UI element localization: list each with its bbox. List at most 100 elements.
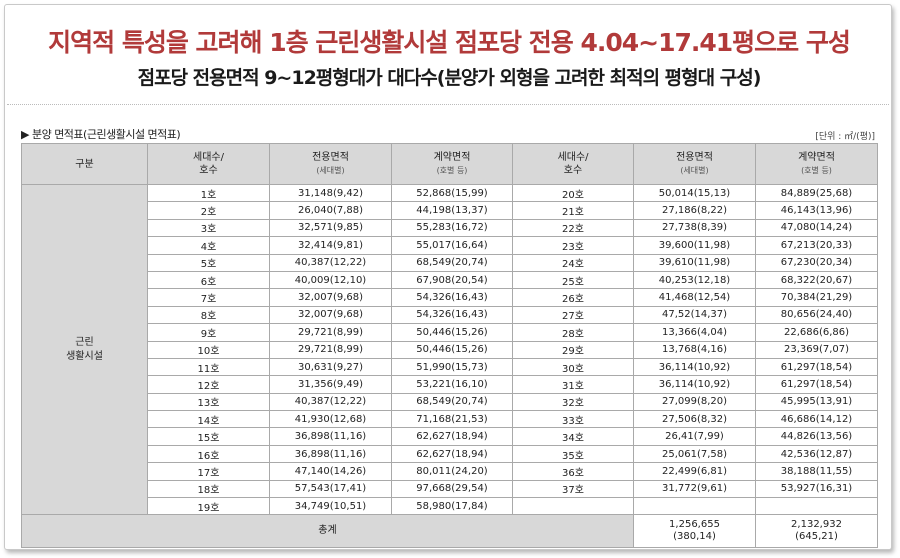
header-category: 구분 — [21, 143, 148, 185]
left-exclusive-cell: 34,749(10,51) — [269, 497, 392, 516]
right-exclusive-cell — [633, 497, 756, 516]
left-exclusive-cell: 32,414(9,81) — [269, 236, 392, 255]
table-row: 19호 34,749(10,51) 58,980(17,84) — [22, 497, 878, 516]
page-title: 지역적 특성을 고려해 1층 근린생활시설 점포당 전용 4.04~17.41평… — [48, 28, 851, 57]
right-exclusive-cell: 40,253(12,18) — [633, 270, 756, 290]
left-contract-cell: 52,868(15,99) — [391, 183, 513, 203]
header-exclusive-left: 전용면적 (세대별) — [269, 143, 392, 185]
right-exclusive-cell: 39,600(11,98) — [633, 236, 756, 255]
right-contract-cell: 70,384(21,29) — [755, 288, 878, 307]
category-line1: 근린 — [75, 336, 94, 348]
right-contract-cell: 67,230(20,34) — [755, 253, 878, 272]
total-exclusive-pyeong: (380,14) — [673, 531, 716, 543]
table-row: 15호 36,898(11,16) 62,627(18,94) 34호 26,41(7,… — [22, 427, 878, 446]
left-exclusive-cell: 41,930(12,68) — [269, 410, 392, 429]
left-exclusive-cell: 57,543(17,41) — [269, 479, 392, 499]
table-row: 16호 36,898(11,16) 62,627(18,94) 35호 25,061(7… — [22, 444, 878, 464]
left-unit-cell: 18호 — [147, 479, 270, 499]
right-exclusive-cell: 25,061(7,58) — [633, 444, 756, 464]
right-contract-cell: 53,927(16,31) — [755, 479, 878, 499]
left-unit-cell: 7호 — [147, 288, 270, 307]
header-contract-right: 계약면적 (호별 등) — [755, 143, 878, 185]
left-contract-cell: 71,168(21,53) — [391, 410, 513, 429]
right-unit-cell — [512, 497, 634, 516]
left-contract-cell: 62,627(18,94) — [391, 444, 513, 464]
table-body: 근린 생활시설 1호 31,148(9,42) 52,868(15,99) 20호 50,0… — [21, 183, 878, 549]
left-unit-cell: 6호 — [147, 270, 270, 290]
document-frame: 지역적 특성을 고려해 1층 근린생활시설 점포당 전용 4.04~17.41평… — [4, 4, 892, 550]
left-exclusive-cell: 31,148(9,42) — [269, 183, 392, 203]
right-unit-cell: 25호 — [512, 270, 634, 290]
left-exclusive-cell: 40,009(12,10) — [269, 270, 392, 290]
area-table: 구분 세대수/호수 전용면적 (세대별) 계약면적 (호별 등) 세대수/호수 전용… — [21, 143, 878, 549]
table-row: 7호 32,007(9,68) 54,326(16,43) 26호 41,468(12,… — [22, 288, 878, 307]
right-unit-cell: 30호 — [512, 357, 634, 377]
left-exclusive-cell: 36,898(11,16) — [269, 444, 392, 464]
right-exclusive-cell: 27,738(8,39) — [633, 218, 756, 238]
page-subtitle: 점포당 전용면적 9~12평형대가 대다수(분양가 외형을 고려한 최적의 평형… — [137, 67, 762, 89]
right-unit-cell: 37호 — [512, 479, 634, 499]
table-row: 6호 40,009(12,10) 67,908(20,54) 25호 40,253(12… — [22, 270, 878, 290]
left-unit-cell: 9호 — [147, 323, 270, 342]
left-unit-cell: 8호 — [147, 305, 270, 325]
total-contract-value: 2,132,932 — [791, 519, 842, 531]
table-row: 11호 30,631(9,27) 51,990(15,73) 30호 36,114(10… — [22, 357, 878, 377]
left-contract-cell: 62,627(18,94) — [391, 427, 513, 446]
right-exclusive-cell: 26,41(7,99) — [633, 427, 756, 446]
left-unit-cell: 14호 — [147, 410, 270, 429]
right-unit-cell: 36호 — [512, 462, 634, 481]
left-unit-cell: 2호 — [147, 201, 270, 220]
section-title: ▶ 분양 면적표(근린생활시설 면적표) — [21, 128, 181, 141]
right-contract-cell: 42,536(12,87) — [755, 444, 878, 464]
right-unit-cell: 21호 — [512, 201, 634, 220]
left-unit-cell: 17호 — [147, 462, 270, 481]
right-exclusive-cell: 13,768(4,16) — [633, 340, 756, 359]
table-row: 8호 32,007(9,68) 54,326(16,43) 27호 47,52(14,3… — [22, 305, 878, 325]
category-line2: 생활시설 — [66, 350, 103, 362]
right-contract-cell: 80,656(24,40) — [755, 305, 878, 325]
header-units-left: 세대수/호수 — [147, 143, 270, 185]
right-contract-cell: 38,188(11,55) — [755, 462, 878, 481]
table-row: 12호 31,356(9,49) 53,221(16,10) 31호 36,114(10… — [22, 375, 878, 394]
table-row: 근린 생활시설 1호 31,148(9,42) 52,868(15,99) 20호 50,0… — [21, 183, 878, 516]
left-unit-cell: 4호 — [147, 236, 270, 255]
right-unit-cell: 27호 — [512, 305, 634, 325]
left-unit-cell: 13호 — [147, 392, 270, 412]
table-header-row: 구분 세대수/호수 전용면적 (세대별) 계약면적 (호별 등) 세대수/호수 전용… — [21, 143, 878, 185]
left-contract-cell: 54,326(16,43) — [391, 305, 513, 325]
right-contract-cell: 68,322(20,67) — [755, 270, 878, 290]
table-row: 13호 40,387(12,22) 68,549(20,74) 32호 27,099(8… — [22, 392, 878, 412]
left-contract-cell: 67,908(20,54) — [391, 270, 513, 290]
left-contract-cell: 58,980(17,84) — [391, 497, 513, 516]
right-contract-cell: 44,826(13,56) — [755, 427, 878, 446]
right-exclusive-cell: 41,468(12,54) — [633, 288, 756, 307]
left-unit-cell: 15호 — [147, 427, 270, 446]
right-exclusive-cell: 27,099(8,20) — [633, 392, 756, 412]
right-contract-cell — [755, 497, 878, 516]
left-unit-cell: 3호 — [147, 218, 270, 238]
left-exclusive-cell: 26,040(7,88) — [269, 201, 392, 220]
unit-label: [단위 : ㎡/(평)] — [815, 132, 875, 142]
left-exclusive-cell: 32,007(9,68) — [269, 305, 392, 325]
header-contract-left: 계약면적 (호별 등) — [391, 143, 513, 185]
left-exclusive-cell: 31,356(9,49) — [269, 375, 392, 394]
right-exclusive-cell: 13,366(4,04) — [633, 323, 756, 342]
header-units-right: 세대수/호수 — [512, 143, 634, 185]
right-unit-cell: 28호 — [512, 323, 634, 342]
left-exclusive-cell: 29,721(8,99) — [269, 323, 392, 342]
right-exclusive-cell: 50,014(15,13) — [633, 183, 756, 203]
right-contract-cell: 22,686(6,86) — [755, 323, 878, 342]
table-row: 18호 57,543(17,41) 97,668(29,54) 37호 31,772(9… — [22, 479, 878, 499]
total-row: 총계 1,256,655 (380,14) 2,132,932 (645,21) — [21, 514, 878, 549]
dotted-divider — [7, 104, 889, 105]
table-row: 17호 47,140(14,26) 80,011(24,20) 36호 22,499(6… — [22, 462, 878, 481]
right-unit-cell: 34호 — [512, 427, 634, 446]
table-row: 5호 40,387(12,22) 68,549(20,74) 24호 39,610(11… — [22, 253, 878, 272]
right-unit-cell: 24호 — [512, 253, 634, 272]
left-contract-cell: 51,990(15,73) — [391, 357, 513, 377]
left-unit-cell: 19호 — [147, 497, 270, 516]
header-exclusive-right: 전용면적 (세대별) — [633, 143, 756, 185]
right-unit-cell: 35호 — [512, 444, 634, 464]
table-row: 14호 41,930(12,68) 71,168(21,53) 33호 27,506(8… — [22, 410, 878, 429]
